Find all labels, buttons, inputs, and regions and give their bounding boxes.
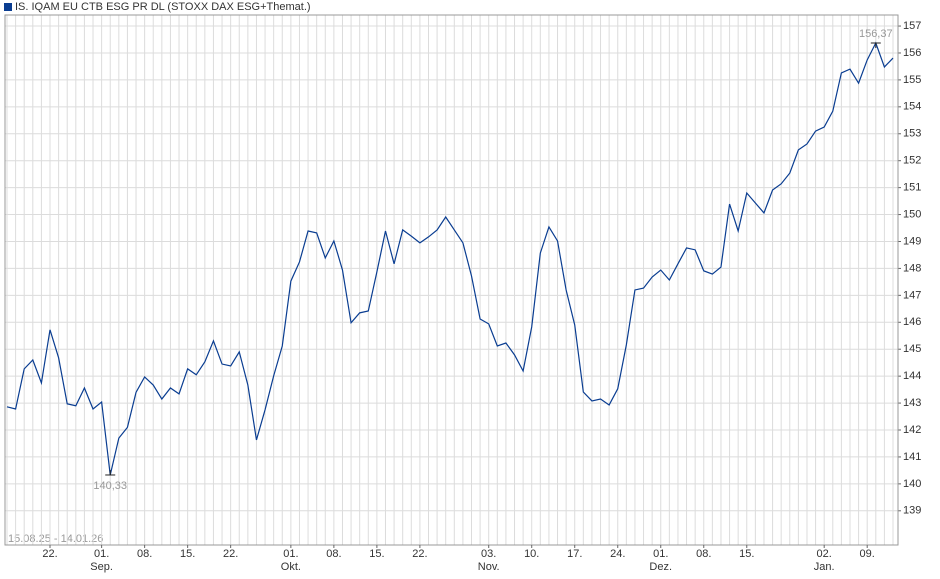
x-month-label: Jan. (814, 561, 835, 573)
x-tick-label: 15. (369, 548, 384, 560)
x-tick-label: 17. (567, 548, 582, 560)
y-tick-label: 142 (903, 424, 921, 436)
x-tick-label: 10. (524, 548, 539, 560)
x-tick-label: 08. (137, 548, 152, 560)
y-tick-label: 148 (903, 262, 921, 274)
x-tick-label: 22. (223, 548, 238, 560)
value-label: 156,37 (859, 28, 893, 40)
x-month-label: Dez. (649, 561, 672, 573)
x-tick-label: 03. (481, 548, 496, 560)
y-tick-label: 139 (903, 505, 921, 517)
y-tick-label: 149 (903, 235, 921, 247)
y-tick-label: 157 (903, 20, 921, 32)
y-tick-label: 146 (903, 316, 921, 328)
x-tick-label: 08. (696, 548, 711, 560)
plot-frame (4, 14, 899, 546)
legend-swatch (4, 3, 12, 11)
x-tick-label: 08. (326, 548, 341, 560)
legend-label: IS. IQAM EU CTB ESG PR DL (STOXX DAX ESG… (15, 1, 311, 13)
x-month-label: Nov. (478, 561, 500, 573)
value-label: 140,33 (93, 480, 127, 492)
y-tick-label: 150 (903, 208, 921, 220)
x-tick-label: 01. (653, 548, 668, 560)
x-month-label: Okt. (281, 561, 301, 573)
y-tick-label: 154 (903, 101, 921, 113)
x-tick-label: 15. (180, 548, 195, 560)
date-range: 15.08.25 - 14.01.26 (8, 533, 103, 545)
x-tick-label: 15. (739, 548, 754, 560)
y-tick-label: 145 (903, 343, 921, 355)
x-tick-label: 24. (610, 548, 625, 560)
y-tick-label: 143 (903, 397, 921, 409)
y-tick-label: 144 (903, 370, 921, 382)
y-tick-label: 141 (903, 451, 921, 463)
y-tick-label: 153 (903, 128, 921, 140)
x-tick-label: 09. (860, 548, 875, 560)
y-tick-label: 155 (903, 74, 921, 86)
y-tick-label: 152 (903, 155, 921, 167)
y-tick-label: 147 (903, 289, 921, 301)
y-tick-label: 140 (903, 478, 921, 490)
x-tick-label: 22. (42, 548, 57, 560)
y-tick-label: 151 (903, 182, 921, 194)
y-tick-label: 156 (903, 47, 921, 59)
price-line (6, 41, 894, 476)
x-tick-label: 02. (817, 548, 832, 560)
x-tick-label: 01. (283, 548, 298, 560)
x-tick-label: 01. (94, 548, 109, 560)
x-tick-label: 22. (412, 548, 427, 560)
x-month-label: Sep. (90, 561, 113, 573)
